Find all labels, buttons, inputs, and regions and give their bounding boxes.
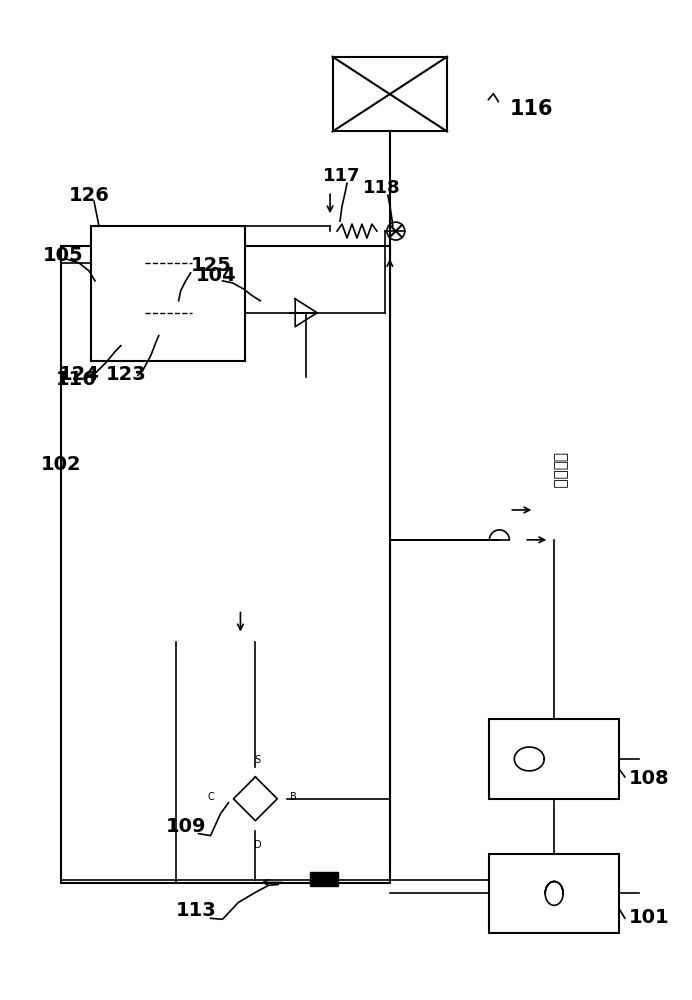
- Text: 116: 116: [56, 370, 97, 389]
- Text: 118: 118: [363, 179, 401, 197]
- Text: 113: 113: [176, 901, 217, 920]
- Text: 101: 101: [629, 908, 669, 927]
- Text: 制热循环: 制热循环: [552, 452, 567, 488]
- Bar: [96, 231, 240, 356]
- Bar: [91, 226, 246, 361]
- Bar: [489, 719, 619, 799]
- Text: 123: 123: [106, 365, 147, 384]
- Bar: [333, 57, 447, 131]
- Text: 104: 104: [196, 266, 236, 285]
- Bar: [149, 405, 163, 425]
- Bar: [489, 854, 619, 933]
- Text: 105: 105: [43, 246, 84, 265]
- Text: 109: 109: [165, 817, 206, 836]
- Text: 117: 117: [323, 167, 361, 185]
- Bar: [61, 246, 390, 883]
- Text: D: D: [253, 840, 261, 850]
- Text: C: C: [208, 792, 215, 802]
- Bar: [310, 872, 338, 886]
- Text: S: S: [254, 755, 260, 765]
- Text: 116: 116: [509, 99, 553, 119]
- Text: 102: 102: [42, 455, 82, 474]
- Text: 126: 126: [69, 186, 110, 205]
- Text: 125: 125: [190, 256, 232, 275]
- Bar: [498, 731, 552, 791]
- Text: 108: 108: [629, 769, 669, 788]
- Bar: [176, 390, 325, 629]
- Text: 124: 124: [59, 365, 100, 384]
- Text: B: B: [290, 792, 297, 802]
